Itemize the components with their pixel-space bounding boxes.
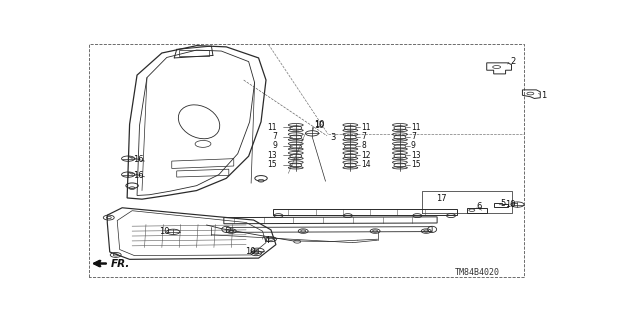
Text: 10: 10 <box>314 120 324 129</box>
Text: 15: 15 <box>268 160 277 169</box>
Text: TM84B4020: TM84B4020 <box>454 268 499 277</box>
Text: 7: 7 <box>272 132 277 141</box>
Text: 12: 12 <box>361 151 371 160</box>
Text: 1: 1 <box>541 91 547 100</box>
Text: 16: 16 <box>134 155 144 164</box>
Bar <box>179 50 209 56</box>
Text: FR.: FR. <box>111 259 131 269</box>
Text: 9: 9 <box>411 141 416 150</box>
Text: 14: 14 <box>361 160 371 169</box>
Text: 5: 5 <box>500 199 506 208</box>
Text: 11: 11 <box>361 123 371 132</box>
Text: 7: 7 <box>411 132 416 141</box>
Text: 16: 16 <box>134 171 144 180</box>
Text: 7: 7 <box>361 132 366 141</box>
Text: 3: 3 <box>330 133 335 142</box>
Text: 6: 6 <box>477 202 482 211</box>
Text: 17: 17 <box>436 194 447 203</box>
Text: 2: 2 <box>511 57 516 66</box>
Text: 11: 11 <box>268 123 277 132</box>
Text: 10: 10 <box>159 227 170 236</box>
Text: 4: 4 <box>264 236 270 245</box>
Text: 10: 10 <box>244 247 255 256</box>
Text: 15: 15 <box>411 160 420 169</box>
Text: 13: 13 <box>411 151 420 160</box>
Text: 8: 8 <box>361 141 366 150</box>
Text: 9: 9 <box>272 141 277 150</box>
Text: 11: 11 <box>411 123 420 132</box>
Text: 10: 10 <box>314 121 324 130</box>
Text: 10: 10 <box>506 200 516 209</box>
Text: 13: 13 <box>268 151 277 160</box>
